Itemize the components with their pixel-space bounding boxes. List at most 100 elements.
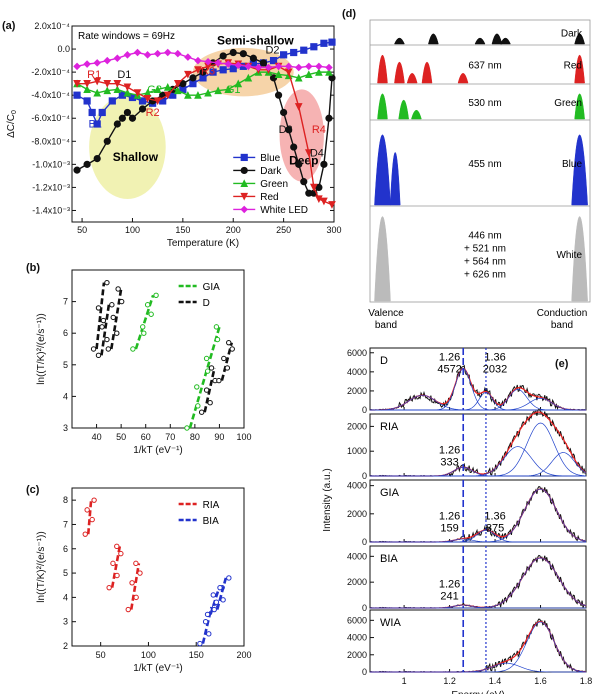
y-tick-label: 6 <box>63 328 68 338</box>
y-tick-label: 8 <box>63 495 68 505</box>
component-peak-wia <box>370 662 586 673</box>
data-point-bia <box>213 599 220 605</box>
fit-line-ria <box>129 563 141 610</box>
component-peak-ria <box>370 452 587 477</box>
row-label-blue: Blue <box>562 159 582 170</box>
fit-line-d <box>110 288 123 350</box>
data-point-dark <box>189 74 197 82</box>
data-point-white-led <box>224 60 232 68</box>
y-tick-label: 5 <box>63 568 68 578</box>
data-point-dark <box>274 91 283 99</box>
x-tick-label: 200 <box>236 650 251 660</box>
data-point-blue <box>269 56 278 65</box>
plot-frame <box>71 487 245 647</box>
data-point-white-led <box>73 62 81 71</box>
peak-label-g1: G1 <box>226 84 241 96</box>
legend-label-bia: BIA <box>203 516 219 527</box>
y-tick-label: 0 <box>362 471 367 481</box>
data-point-bia <box>206 631 212 637</box>
data-point-green <box>153 85 162 94</box>
data-point-gia <box>148 311 154 317</box>
y-tick-label: 4 <box>63 391 68 401</box>
data-point-ria <box>137 570 143 576</box>
data-point-d <box>216 377 222 384</box>
data-point-white-led <box>284 62 293 71</box>
data-point-red <box>93 77 102 86</box>
component-peak-ria <box>370 422 587 477</box>
legend-label-white-led: White LED <box>260 205 308 216</box>
data-point-green <box>274 70 283 79</box>
peak-label-r4: R4 <box>312 124 326 136</box>
legend-label-gia: GIA <box>203 282 221 293</box>
state-peak-blue <box>389 152 401 206</box>
data-point-white-led <box>214 59 222 67</box>
data-point-white-led <box>244 62 253 71</box>
state-peak-green <box>574 93 585 120</box>
series-line-red <box>77 62 333 206</box>
fit-line-ria <box>110 546 122 588</box>
plot-frame <box>71 269 245 429</box>
panel-label-e: (e) <box>555 358 569 370</box>
data-point-bia <box>204 611 211 618</box>
data-point-blue <box>290 48 298 57</box>
y-axis-label: ln((T/K)²/(e/s⁻¹)) <box>36 531 47 602</box>
data-point-green <box>103 86 112 95</box>
x-tick-label: 1.2 <box>443 676 456 686</box>
rate-window-label: Rate windows = 69Hz <box>78 31 175 42</box>
panel-label-d: (d) <box>342 8 357 20</box>
plot-frame <box>71 25 335 223</box>
y-tick-label: 0 <box>362 537 367 547</box>
series-line-dark <box>76 51 333 194</box>
data-point-blue <box>328 38 336 46</box>
data-point-d <box>198 409 205 415</box>
data-point-ria <box>89 516 95 523</box>
legend-marker-2 <box>240 179 249 188</box>
data-point-gia <box>144 302 151 308</box>
data-point-green <box>214 86 222 95</box>
x-tick-label: 50 <box>77 225 87 235</box>
data-point-dark <box>199 68 207 76</box>
data-point-white-led <box>234 61 243 69</box>
peak-label-g2: G2 <box>147 84 162 96</box>
state-peak-dark <box>474 37 486 45</box>
data-point-dark <box>123 108 132 117</box>
data-point-red <box>83 80 91 88</box>
y-axis-label: Intensity (a.u.) <box>322 468 333 531</box>
state-peak-dark <box>394 37 405 45</box>
fit-line-d <box>203 367 216 413</box>
data-point-d <box>105 346 112 352</box>
x-axis-label: 1/kT (eV⁻¹) <box>133 445 183 456</box>
data-point-dark <box>320 160 328 168</box>
y-tick-label: 2000 <box>347 386 367 396</box>
y-tick-label: -4.0x10⁻⁴ <box>31 90 70 100</box>
data-point-white-led <box>133 48 142 57</box>
x-tick-label: 250 <box>276 225 291 235</box>
data-point-dark <box>285 126 293 134</box>
data-point-bia <box>211 606 217 613</box>
data-point-dark <box>259 59 268 67</box>
region-deep <box>279 89 324 182</box>
y-tick-label: 5 <box>63 360 68 370</box>
data-point-white-led <box>294 63 303 72</box>
y-tick-label: -2.0x10⁻⁴ <box>31 67 70 77</box>
y-tick-label: 6000 <box>347 348 367 358</box>
data-point-red <box>73 80 81 88</box>
peak-label-d1: D1 <box>117 69 131 81</box>
data-point-ria <box>110 560 116 567</box>
row-label-green: Green <box>554 98 582 109</box>
y-tick-label: 1000 <box>347 446 367 456</box>
component-peak-bia <box>370 557 587 609</box>
data-point-blue <box>229 65 237 73</box>
subpanel-label-d: D <box>380 355 388 367</box>
x-tick-label: 80 <box>190 432 200 442</box>
y-tick-label: 4000 <box>347 481 367 491</box>
data-point-blue <box>300 46 308 54</box>
data-point-ria <box>133 594 139 601</box>
x-tick-label: 50 <box>116 432 126 442</box>
x-tick-label: 150 <box>175 225 190 235</box>
data-point-white-led <box>274 62 283 71</box>
x-tick-label: 50 <box>96 650 106 660</box>
data-point-dark <box>290 143 298 151</box>
y-tick-label: 4000 <box>347 367 367 377</box>
